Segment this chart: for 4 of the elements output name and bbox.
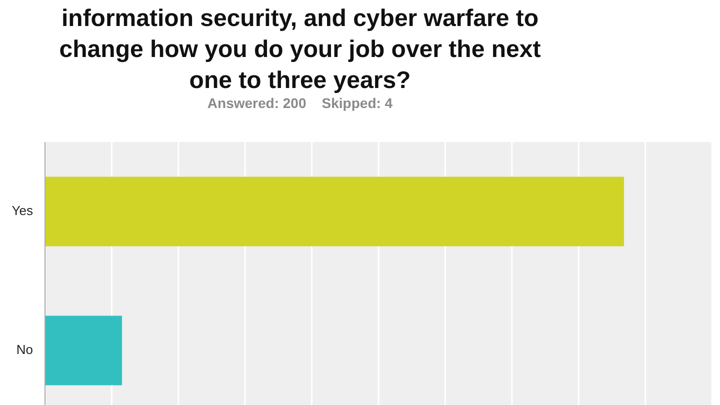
y-tick-label: Yes xyxy=(12,202,34,218)
chart-subtitle: Answered: 200 Skipped: 4 xyxy=(207,95,393,111)
chart-title: information security, and cyber warfare to change how you do your job over the next one to three years? xyxy=(59,5,541,94)
y-tick-label: No xyxy=(16,342,33,357)
